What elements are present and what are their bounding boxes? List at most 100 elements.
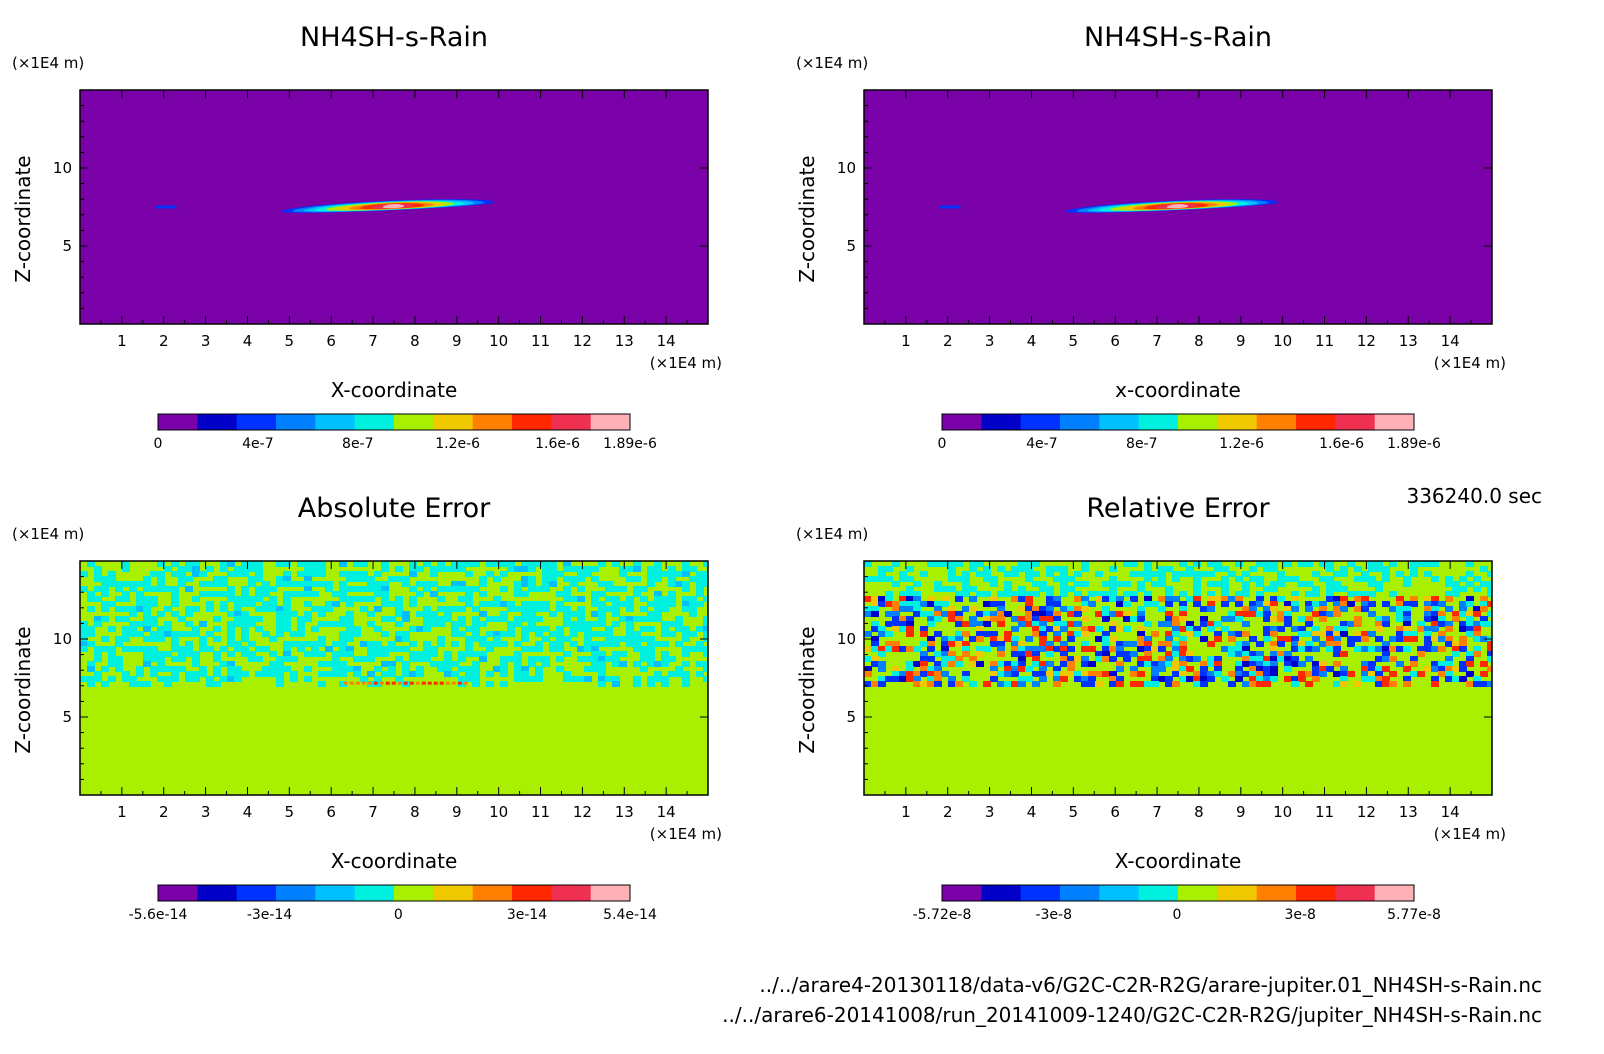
field-cell xyxy=(1270,671,1278,677)
field-cell xyxy=(612,641,620,647)
field-cell xyxy=(472,616,480,622)
field-cell xyxy=(206,646,214,652)
field-cell xyxy=(1431,666,1439,672)
field-cell xyxy=(1242,571,1250,577)
field-cell xyxy=(563,676,571,682)
field-cell xyxy=(976,651,984,657)
field-cell xyxy=(199,641,207,647)
field-cell xyxy=(654,601,662,607)
field-cell xyxy=(920,571,928,577)
field-cell xyxy=(1144,576,1152,582)
field-cell xyxy=(542,606,550,612)
field-cell xyxy=(395,606,403,612)
field-cell xyxy=(703,621,708,627)
field-cell xyxy=(514,606,522,612)
field-cell xyxy=(87,561,95,567)
field-cell xyxy=(1256,601,1264,607)
x-tick-label: 12 xyxy=(573,332,592,350)
field-cell xyxy=(1354,621,1362,627)
field-cell xyxy=(1060,586,1068,592)
field-cell xyxy=(318,636,326,642)
field-cell xyxy=(871,576,879,582)
field-cell xyxy=(346,621,354,627)
x-tick-label: 8 xyxy=(1194,332,1204,350)
field-cell xyxy=(472,651,480,657)
colorbar-tick-label: 1.6e-6 xyxy=(535,436,580,452)
field-cell xyxy=(871,646,879,652)
field-cell xyxy=(1158,661,1166,667)
field-cell xyxy=(570,596,578,602)
field-cell xyxy=(1158,676,1166,682)
field-cell xyxy=(1473,636,1481,642)
field-cell xyxy=(1305,591,1313,597)
field-cell xyxy=(1340,596,1348,602)
field-cell xyxy=(1403,631,1411,637)
field-cell xyxy=(1375,621,1383,627)
field-cell xyxy=(1459,626,1467,632)
field-cell xyxy=(1186,571,1194,577)
field-cell xyxy=(598,676,606,682)
field-cell xyxy=(150,601,158,607)
field-cell xyxy=(171,596,179,602)
field-cell xyxy=(493,641,501,647)
field-cell xyxy=(353,666,361,672)
field-cell xyxy=(143,626,151,632)
field-cell xyxy=(472,671,480,677)
field-cell xyxy=(1137,631,1145,637)
field-cell xyxy=(395,656,403,662)
field-cell xyxy=(262,631,270,637)
field-cell xyxy=(1214,621,1222,627)
colorbar-segment xyxy=(1217,414,1258,430)
field-cell xyxy=(486,671,494,677)
field-cell xyxy=(381,631,389,637)
field-cell xyxy=(262,586,270,592)
field-cell xyxy=(1242,631,1250,637)
field-cell xyxy=(1487,681,1492,687)
y-unit-label: (×1E4 m) xyxy=(796,54,868,72)
field-cell xyxy=(563,606,571,612)
field-cell xyxy=(955,636,963,642)
field-cell xyxy=(1354,646,1362,652)
field-cell xyxy=(1221,586,1229,592)
field-cell xyxy=(654,566,662,572)
x-tick-label: 2 xyxy=(159,332,169,350)
field-cell xyxy=(521,676,529,682)
y-tick-label: 10 xyxy=(53,630,72,648)
field-cell xyxy=(1039,621,1047,627)
field-cell xyxy=(143,601,151,607)
field-cell xyxy=(1179,646,1187,652)
field-cell xyxy=(143,596,151,602)
field-cell xyxy=(241,591,249,597)
field-cell xyxy=(1004,611,1012,617)
field-cell xyxy=(612,656,620,662)
field-cell xyxy=(1277,636,1285,642)
field-cell xyxy=(108,581,116,587)
field-cell xyxy=(185,576,193,582)
field-cell xyxy=(619,616,627,622)
field-cell xyxy=(892,606,900,612)
x-tick-label: 11 xyxy=(1315,332,1334,350)
field-cell xyxy=(94,576,102,582)
field-cell xyxy=(1431,611,1439,617)
field-cell xyxy=(1298,641,1306,647)
field-cell xyxy=(528,561,536,567)
field-cell xyxy=(1221,596,1229,602)
panel-title: Absolute Error xyxy=(298,493,491,524)
field-cell xyxy=(388,646,396,652)
field-cell xyxy=(1116,596,1124,602)
colorbar-segment xyxy=(1178,414,1218,430)
field-cell xyxy=(864,666,872,672)
field-cell xyxy=(1298,616,1306,622)
field-cell xyxy=(122,596,130,602)
field-cell xyxy=(906,626,914,632)
field-cell xyxy=(325,581,333,587)
field-cell xyxy=(591,631,599,637)
field-cell xyxy=(941,661,949,667)
field-cell xyxy=(1207,591,1215,597)
field-cell xyxy=(612,676,620,682)
field-cell xyxy=(416,626,424,632)
field-cell xyxy=(1333,636,1341,642)
field-cell xyxy=(437,596,445,602)
field-cell xyxy=(1081,671,1089,677)
field-cell xyxy=(220,601,228,607)
